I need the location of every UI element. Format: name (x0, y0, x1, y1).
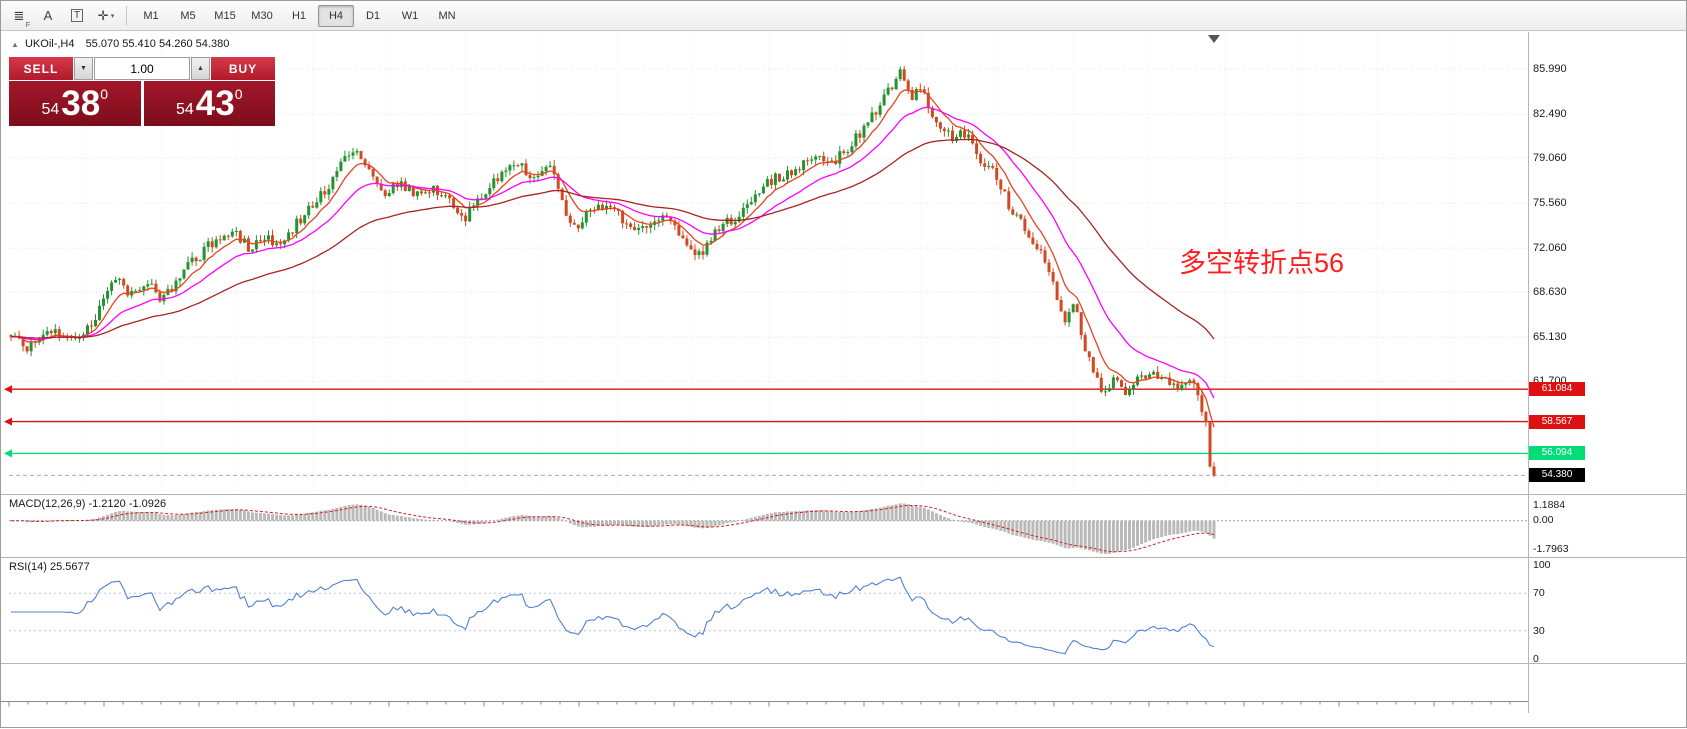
label-a-icon[interactable]: A (34, 4, 62, 28)
hline-left-arrow (4, 385, 12, 394)
buy-price-point: 0 (234, 86, 243, 102)
buy-button[interactable]: BUY (211, 57, 275, 80)
label-a-icon: A (43, 8, 53, 23)
crosshair-tool-icon: ✛ (97, 7, 109, 23)
moving-averages (10, 89, 1215, 428)
buy-price-button[interactable]: 54 43 0 (143, 81, 275, 126)
timeframe-button-h1[interactable]: H1 (291, 9, 307, 22)
hline-left-arrow (4, 449, 12, 458)
sell-price-pips: 38 (61, 84, 101, 123)
macd-label: MACD(12,26,9) -1.2120 -1.0926 (9, 498, 167, 510)
chart-text-annotation[interactable]: 多空转折点56 (1179, 248, 1345, 278)
time-axis[interactable] (1, 701, 1528, 707)
timeframe-button-m15[interactable]: M15 (214, 9, 236, 22)
textbox-icon: T (70, 9, 84, 22)
tick-chart-icon[interactable]: ≣ F (13, 7, 30, 29)
sell-price-point: 0 (100, 86, 109, 102)
chart-header: ▲ UKOil-,H4 55.070 55.410 54.260 54.380 (11, 38, 229, 50)
tick-chart-icon: ≣ (13, 7, 25, 23)
volume-increase-button[interactable]: ▲ (191, 57, 210, 80)
sell-price-button[interactable]: 54 38 0 (9, 81, 141, 126)
timeframe-button-w1[interactable]: W1 (401, 9, 419, 22)
symbol-label: UKOil-,H4 (24, 38, 75, 50)
chart-shift-marker[interactable] (1208, 35, 1220, 43)
textbox-icon[interactable]: T (63, 4, 91, 28)
macd-indicator (9, 503, 1528, 554)
symbol-collapse-icon[interactable]: ▲ (11, 40, 19, 49)
timeframe-button-m1[interactable]: M1 (143, 9, 159, 22)
drawing-tools-group: ≣ F A T ✛ ▾ (5, 4, 120, 29)
timeframe-button-mn[interactable]: MN (438, 9, 456, 22)
timeframe-button-m30[interactable]: M30 (251, 9, 273, 22)
horizontal-lines (4, 385, 1528, 476)
crosshair-tool-icon[interactable]: ✛ ▾ (97, 7, 115, 23)
volume-decrease-button[interactable]: ▼ (74, 57, 93, 80)
toolbar-separator (126, 5, 127, 26)
sell-price-integer: 54 (41, 101, 60, 118)
timeframe-button-d1[interactable]: D1 (365, 9, 381, 22)
timeframes-group: M1 M5 M15 M30 H1 H4 D1 W1 MN (133, 4, 465, 27)
timeframe-button-h4[interactable]: H4 (318, 4, 354, 27)
one-click-trading-panel: SELL ▼ ▲ BUY 54 38 0 54 43 0 (9, 57, 275, 126)
timeframe-button-m5[interactable]: M5 (180, 9, 196, 22)
hline-left-arrow (4, 417, 12, 426)
grid (9, 34, 1528, 493)
buy-price-pips: 43 (195, 84, 235, 123)
rsi-indicator (9, 576, 1528, 655)
rsi-label: RSI(14) 25.5677 (9, 561, 90, 573)
volume-input[interactable] (94, 57, 190, 80)
sell-button[interactable]: SELL (9, 57, 73, 80)
toolbar: ≣ F A T ✛ ▾ M1 M5 M15 M30 H1 H4 D1 W1 MN (1, 1, 1686, 31)
pane-separators (1, 32, 1687, 713)
buy-price-integer: 54 (175, 101, 194, 118)
ohlc-values: 55.070 55.410 54.260 54.380 (85, 38, 230, 50)
candlesticks (9, 66, 1216, 477)
